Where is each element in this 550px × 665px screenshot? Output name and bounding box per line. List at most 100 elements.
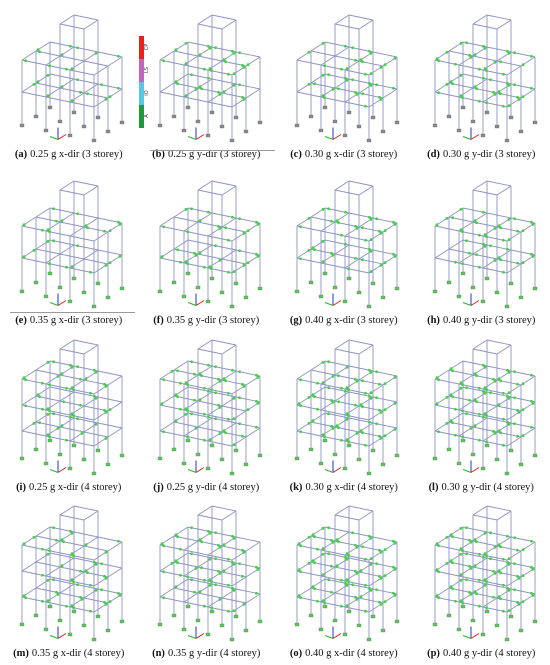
- hinge: [52, 207, 55, 211]
- hinge: [469, 592, 472, 596]
- hinge: [493, 545, 496, 549]
- support: [243, 628, 248, 632]
- hinge: [481, 243, 485, 246]
- hinge: [216, 543, 220, 547]
- hinge: [237, 83, 241, 87]
- support: [484, 277, 489, 281]
- support: [394, 120, 400, 125]
- hinge: [453, 433, 457, 437]
- hinge: [202, 67, 206, 71]
- frame-member: [296, 369, 312, 379]
- hinge: [379, 410, 383, 414]
- hinge: [226, 557, 230, 561]
- hinge: [369, 270, 373, 274]
- hinge: [512, 536, 516, 539]
- hinge: [435, 594, 438, 597]
- frame-member: [73, 505, 99, 512]
- frame-member: [21, 50, 37, 61]
- frame-member: [83, 510, 99, 521]
- panel-caption: (e) 0.35 g x-dir (3 storey): [0, 315, 138, 326]
- hinge: [445, 50, 448, 54]
- hinge: [392, 86, 395, 90]
- hinge: [199, 540, 203, 543]
- support: [71, 443, 77, 447]
- support: [318, 627, 324, 631]
- frame-member: [382, 88, 398, 99]
- hinge: [473, 371, 476, 375]
- hinge: [70, 578, 74, 581]
- hinge: [474, 399, 478, 403]
- hinge: [521, 229, 524, 233]
- hinge: [174, 80, 177, 84]
- hinge: [321, 260, 325, 264]
- support: [470, 286, 475, 290]
- panel-caption: (f) 0.35 g y-dir (3 storey): [138, 315, 276, 326]
- support: [294, 123, 300, 128]
- hinge: [321, 41, 325, 45]
- frame-member: [235, 536, 260, 543]
- hinge: [313, 82, 316, 86]
- axis-y: [462, 302, 471, 307]
- hinge: [507, 609, 510, 612]
- hinge: [330, 252, 333, 255]
- hinge: [335, 538, 339, 541]
- hinge: [256, 567, 259, 571]
- support: [294, 622, 300, 626]
- hinge: [473, 53, 476, 57]
- hinge: [521, 261, 524, 265]
- support: [370, 115, 376, 120]
- frame-member: [486, 212, 511, 219]
- hinge: [359, 569, 363, 572]
- hinge: [72, 580, 75, 583]
- hinge: [299, 403, 302, 407]
- hinge: [240, 382, 244, 386]
- hinge: [436, 596, 440, 599]
- support: [91, 637, 97, 641]
- hinge: [435, 568, 438, 571]
- hinge: [184, 208, 187, 211]
- frame-member: [358, 19, 374, 30]
- support: [394, 453, 400, 457]
- hinge: [483, 46, 486, 50]
- hinge: [218, 597, 221, 601]
- panel-label: (g): [289, 315, 303, 327]
- hinge: [321, 94, 325, 98]
- hinge: [226, 583, 230, 587]
- frame-member: [69, 101, 95, 108]
- hinge: [383, 548, 387, 551]
- hinge: [48, 549, 51, 552]
- hinge: [359, 595, 363, 598]
- frame-member: [358, 510, 374, 521]
- legend-swatch: [139, 36, 144, 59]
- support: [356, 457, 362, 461]
- hinge: [345, 385, 349, 389]
- hinge: [316, 381, 319, 385]
- hinge: [202, 266, 206, 269]
- hinge: [375, 562, 378, 565]
- hinge: [515, 434, 519, 438]
- support: [366, 471, 372, 475]
- frame-member: [458, 253, 473, 264]
- support: [518, 296, 523, 300]
- frame-member: [472, 180, 487, 191]
- hinge: [46, 228, 50, 232]
- frame-member: [348, 14, 374, 21]
- hinge: [375, 588, 378, 591]
- hinge: [62, 540, 65, 543]
- hinge: [529, 539, 533, 543]
- hinge: [307, 421, 311, 425]
- frame-member: [97, 370, 123, 376]
- support: [308, 281, 314, 285]
- support: [43, 627, 49, 631]
- panel-caption: (j) 0.25 g y-dir (4 storey): [138, 482, 276, 493]
- support: [470, 618, 475, 622]
- support: [494, 291, 499, 295]
- frame-member: [59, 426, 85, 432]
- hinge: [184, 406, 187, 410]
- hinge: [497, 595, 500, 598]
- support: [318, 128, 324, 133]
- hinge: [368, 394, 371, 398]
- frame-member: [221, 597, 246, 604]
- hinge: [89, 271, 92, 274]
